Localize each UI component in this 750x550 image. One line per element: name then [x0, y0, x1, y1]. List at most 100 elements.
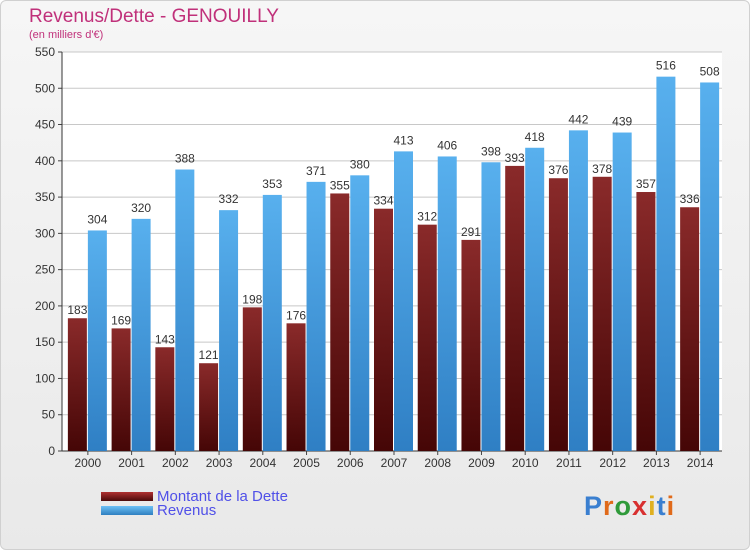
data-label-revenus: 371 — [306, 164, 326, 178]
bar-revenus — [262, 194, 282, 451]
legend-item-dette: Montant de la Dette — [101, 488, 288, 505]
data-label-dette: 336 — [680, 192, 700, 206]
y-tick-label: 50 — [42, 408, 56, 422]
bar-revenus — [131, 218, 151, 451]
data-label-dette: 334 — [373, 194, 393, 208]
y-tick-label: 250 — [35, 263, 55, 277]
y-tick-label: 0 — [48, 444, 55, 458]
bar-dette — [636, 192, 656, 451]
proxiti-logo: Proxiti — [584, 491, 675, 522]
data-label-dette: 121 — [199, 348, 219, 362]
bar-dette — [680, 207, 700, 451]
x-tick-label: 2006 — [337, 456, 364, 470]
x-tick-label: 2007 — [381, 456, 408, 470]
y-tick-label: 350 — [35, 190, 55, 204]
bar-revenus — [87, 230, 107, 451]
x-tick-label: 2000 — [75, 456, 102, 470]
bar-dette — [374, 208, 393, 451]
x-tick-label: 2013 — [643, 456, 670, 470]
bar-dette — [548, 178, 568, 451]
chart-subtitle: (en milliers d'€) — [29, 29, 104, 41]
x-tick-label: 2005 — [293, 456, 320, 470]
y-tick-label: 450 — [35, 118, 55, 132]
legend-item-revenus: Revenus — [101, 502, 216, 519]
x-tick-label: 2001 — [118, 456, 145, 470]
data-label-revenus: 439 — [612, 115, 632, 129]
bar-revenus — [306, 181, 326, 451]
chart-title: Revenus/Dette - GENOUILLY — [29, 6, 279, 27]
legend-label-revenus: Revenus — [157, 502, 217, 519]
data-label-revenus: 320 — [131, 201, 151, 215]
bar-dette — [461, 239, 481, 451]
data-label-dette: 183 — [67, 303, 87, 317]
bar-revenus — [568, 130, 588, 451]
x-tick-label: 2009 — [468, 456, 495, 470]
legend-label-dette: Montant de la Dette — [157, 488, 288, 505]
x-tick-label: 2012 — [599, 456, 626, 470]
logo-letter: P — [584, 491, 604, 521]
bar-revenus — [219, 210, 239, 451]
logo-letter: i — [666, 491, 676, 521]
bar-revenus — [350, 175, 370, 451]
y-tick-label: 300 — [35, 226, 55, 240]
data-label-revenus: 406 — [437, 138, 457, 152]
logo-letter: x — [632, 491, 649, 521]
data-label-revenus: 442 — [568, 112, 588, 126]
logo-letter: t — [656, 491, 667, 521]
y-tick-label: 200 — [35, 299, 55, 313]
x-tick-label: 2008 — [424, 456, 451, 470]
bar-dette — [417, 224, 437, 451]
data-label-revenus: 398 — [481, 144, 501, 158]
data-label-revenus: 380 — [350, 157, 370, 171]
bar-revenus — [175, 169, 195, 452]
data-label-dette: 291 — [461, 225, 481, 239]
data-label-dette: 376 — [548, 163, 568, 177]
bar-dette — [155, 347, 175, 451]
data-label-revenus: 418 — [525, 130, 545, 144]
data-label-revenus: 304 — [87, 212, 107, 226]
bar-revenus — [525, 147, 545, 451]
y-tick-label: 550 — [35, 45, 55, 59]
data-label-revenus: 413 — [393, 133, 413, 147]
data-label-dette: 393 — [505, 151, 525, 165]
data-label-dette: 312 — [417, 210, 437, 224]
bar-dette — [330, 193, 350, 452]
data-label-dette: 355 — [330, 178, 350, 192]
bar-dette — [286, 323, 306, 451]
bar-dette — [67, 318, 87, 451]
x-tick-label: 2004 — [249, 456, 276, 470]
bar-dette — [199, 363, 219, 451]
data-label-revenus: 353 — [262, 177, 282, 191]
data-label-revenus: 388 — [175, 152, 195, 166]
bar-revenus — [656, 76, 676, 451]
data-label-revenus: 508 — [700, 64, 720, 78]
bar-dette — [242, 307, 262, 451]
logo-letter: o — [614, 491, 633, 521]
data-label-revenus: 332 — [219, 192, 239, 206]
legend-swatch-revenus — [101, 506, 153, 515]
bar-revenus — [700, 82, 720, 452]
bar-revenus — [612, 132, 632, 451]
data-label-dette: 357 — [636, 177, 656, 191]
bar-revenus — [481, 162, 501, 451]
x-tick-label: 2010 — [512, 456, 539, 470]
x-tick-label: 2003 — [206, 456, 233, 470]
legend-swatch-dette — [101, 492, 153, 501]
data-label-dette: 176 — [286, 308, 306, 322]
x-tick-label: 2002 — [162, 456, 189, 470]
data-label-revenus: 516 — [656, 59, 676, 73]
y-tick-label: 150 — [35, 335, 55, 349]
logo-letter: i — [648, 491, 657, 521]
y-tick-label: 100 — [35, 371, 55, 385]
data-label-dette: 378 — [592, 162, 612, 176]
bar-dette — [592, 176, 612, 451]
x-tick-label: 2011 — [556, 456, 582, 470]
bar-revenus — [437, 156, 457, 451]
data-label-dette: 169 — [111, 313, 131, 327]
data-label-dette: 198 — [242, 292, 262, 306]
data-label-dette: 143 — [155, 332, 175, 346]
x-tick-label: 2014 — [687, 456, 714, 470]
logo-letter: r — [603, 491, 615, 521]
